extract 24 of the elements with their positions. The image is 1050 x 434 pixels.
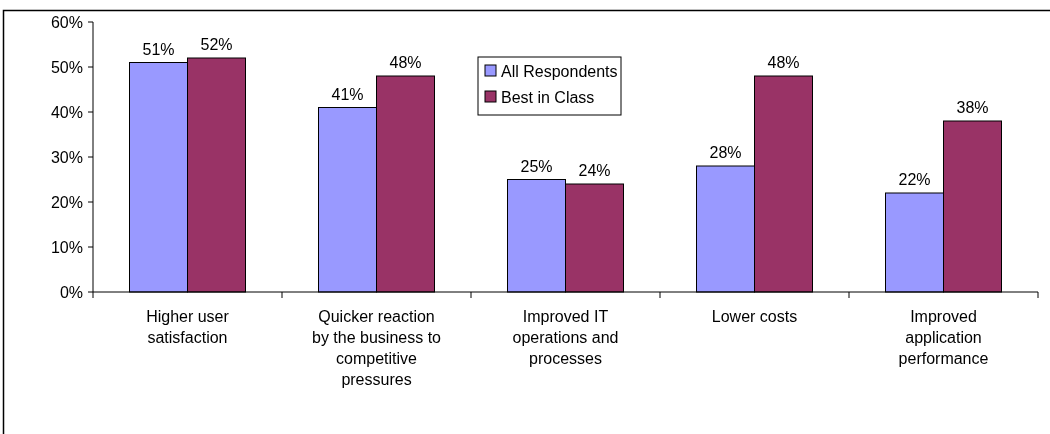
- y-tick-label: 30%: [50, 148, 83, 166]
- data-label: 24%: [578, 162, 611, 179]
- data-label: 41%: [331, 85, 364, 103]
- x-tick-label: Higher user satisfaction: [146, 308, 230, 346]
- data-label: 52%: [200, 36, 233, 53]
- x-tick-label: Lower costs: [711, 308, 798, 325]
- data-label: 22%: [898, 171, 931, 188]
- y-tick-label: 20%: [50, 193, 83, 211]
- data-label: 28%: [709, 144, 742, 161]
- x-tick-label: Quicker reaction by the business to competitive pressures: [312, 308, 442, 388]
- y-tick-label: 10%: [50, 238, 83, 256]
- data-label: 38%: [956, 99, 989, 116]
- legend-label: All Respondents: [501, 62, 618, 80]
- y-tick-label: 40%: [50, 103, 83, 121]
- data-label: 51%: [142, 40, 175, 58]
- legend-label: Best in Class: [501, 88, 595, 106]
- data-label: 25%: [520, 157, 553, 175]
- x-tick-label: Improved IT operations and processes: [512, 308, 619, 367]
- y-tick-label: 50%: [50, 58, 83, 76]
- x-tick-label: Improved application performance: [898, 308, 989, 367]
- y-tick-label: 0%: [59, 283, 83, 301]
- y-tick-label: 60%: [50, 13, 83, 31]
- data-label: 48%: [767, 54, 800, 71]
- data-label: 48%: [389, 54, 422, 71]
